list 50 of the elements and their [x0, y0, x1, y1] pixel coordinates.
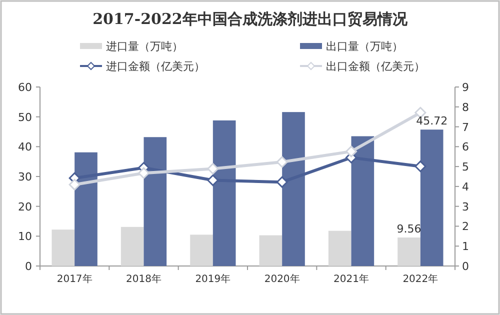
- y-tick-label: 60: [18, 81, 32, 94]
- point: [414, 160, 426, 172]
- bar: [398, 237, 420, 266]
- y2-tick-label: 7: [462, 120, 469, 134]
- bar: [120, 226, 144, 266]
- y2-tick-label: 4: [462, 180, 469, 194]
- y2-tick-label: 5: [462, 160, 469, 174]
- bar: [52, 230, 75, 266]
- bar: [259, 235, 282, 266]
- point: [207, 174, 219, 186]
- y2-tick-label: 6: [462, 140, 469, 154]
- x-tick-label: 2017年: [56, 273, 92, 285]
- y2-tick-label: 8: [462, 100, 469, 114]
- y2-tick-label: 3: [462, 200, 469, 214]
- bar: [282, 112, 305, 266]
- bar: [212, 120, 236, 266]
- legend-label: 进口金额（亿美元）: [106, 60, 205, 73]
- bar: [144, 137, 167, 266]
- y2-tick-label: 0: [462, 260, 469, 273]
- x-tick-label: 2022年: [402, 273, 438, 285]
- point: [276, 176, 288, 188]
- y-tick-label: 20: [18, 200, 32, 214]
- data-label: 45.72: [416, 114, 448, 128]
- x-tick-label: 2018年: [126, 273, 162, 285]
- point: [276, 156, 288, 168]
- point: [346, 146, 357, 158]
- y-tick-label: 0: [25, 260, 32, 273]
- legend-label: 出口金额（亿美元）: [326, 60, 425, 73]
- y2-tick-label: 9: [462, 81, 469, 94]
- bar: [328, 230, 352, 266]
- data-label: 9.56: [396, 222, 422, 236]
- bar: [74, 152, 98, 266]
- x-tick-label: 2020年: [264, 273, 300, 285]
- y2-tick-label: 1: [462, 240, 469, 254]
- y2-tick-label: 2: [462, 220, 469, 234]
- y-tick-label: 10: [18, 230, 32, 244]
- legend-label: 出口量（万吨）: [326, 40, 403, 53]
- point: [68, 178, 80, 190]
- bar: [351, 136, 374, 266]
- y-tick-label: 50: [18, 110, 32, 124]
- bar: [190, 234, 213, 266]
- point: [207, 162, 219, 174]
- y-tick-label: 40: [18, 140, 32, 154]
- point: [138, 167, 150, 179]
- x-tick-label: 2021年: [334, 273, 369, 285]
- legend-label: 进口量（万吨）: [106, 40, 183, 53]
- bar: [420, 130, 444, 266]
- x-tick-label: 2019年: [195, 273, 231, 285]
- chart-title: 2017-2022年中国合成洗涤剂进出口贸易情况: [92, 10, 408, 28]
- y-tick-label: 30: [18, 170, 32, 184]
